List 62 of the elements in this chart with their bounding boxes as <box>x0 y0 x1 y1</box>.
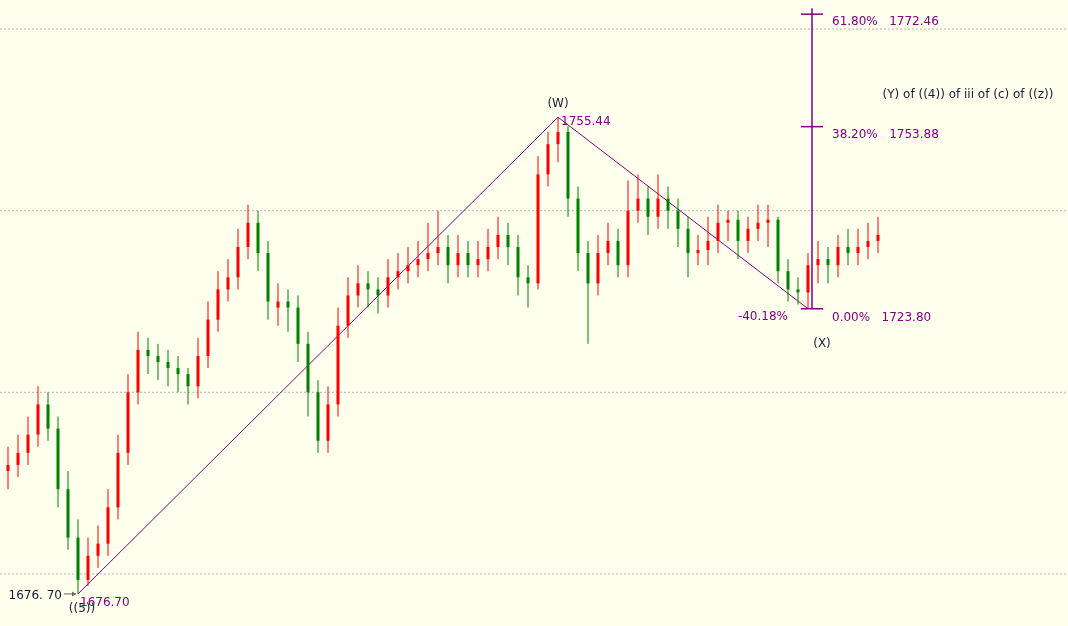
annotation: (X) <box>813 335 831 350</box>
candlestick <box>226 258 230 302</box>
candlestick <box>656 173 660 230</box>
candlestick <box>736 210 740 260</box>
candlestick <box>486 228 490 272</box>
candlestick <box>16 434 20 478</box>
candlestick <box>96 525 100 569</box>
ref-line-label: 61.80% 1772.46 <box>832 14 939 29</box>
candlestick <box>286 288 290 333</box>
candlestick <box>716 204 720 254</box>
candlestick <box>696 234 700 266</box>
ref-line-label: 0.00% 1723.80 <box>832 309 932 324</box>
candlestick <box>826 246 830 284</box>
annotation: -40.18% <box>737 308 788 323</box>
candlestick <box>816 240 820 284</box>
annotation: (W) <box>547 96 569 111</box>
candlestick <box>676 198 680 248</box>
candlestick <box>416 240 420 278</box>
candlestick <box>6 446 10 490</box>
candlestick <box>796 276 800 306</box>
candlestick <box>386 258 390 309</box>
candlestick <box>876 216 880 254</box>
candlestick <box>26 416 30 466</box>
candlestick <box>426 222 430 272</box>
candlestick <box>396 252 400 290</box>
candlestick <box>356 264 360 309</box>
candlestick <box>496 216 500 260</box>
candlestick <box>726 210 730 242</box>
annotation: 1755.44 <box>561 114 611 129</box>
candlestick <box>366 270 370 309</box>
candlestick <box>186 367 190 405</box>
candlestick <box>436 210 440 266</box>
annotation: 1676. 70 <box>8 587 62 602</box>
candlestick <box>466 240 470 278</box>
candlestick <box>476 240 480 278</box>
candlestick <box>646 185 650 236</box>
candlestick <box>146 337 150 375</box>
ref-line-label: 38.20% 1753.88 <box>832 126 939 141</box>
candlestick <box>526 264 530 309</box>
candlestick <box>166 349 170 387</box>
annotation: (Y) of ((4)) of iii of (c) of ((z)) <box>882 87 1054 102</box>
candlestick <box>156 343 160 381</box>
candlestick <box>766 204 770 248</box>
candlestick <box>406 246 410 284</box>
candlestick <box>746 216 750 254</box>
candlestick <box>446 234 450 284</box>
candlestick <box>836 234 840 278</box>
candlestick <box>856 228 860 266</box>
candlestick <box>666 185 670 230</box>
candlestick <box>756 204 760 242</box>
candlestick <box>456 234 460 278</box>
candlestick <box>706 216 710 266</box>
candlestick <box>866 222 870 260</box>
candlestick <box>376 276 380 315</box>
candlestick <box>176 355 180 393</box>
candlestick <box>556 116 560 163</box>
candlestick <box>276 282 280 327</box>
candlestick <box>846 228 850 266</box>
candlestick <box>506 222 510 266</box>
candlestick <box>606 222 610 266</box>
candlestick <box>636 173 640 224</box>
candlestick <box>786 258 790 302</box>
